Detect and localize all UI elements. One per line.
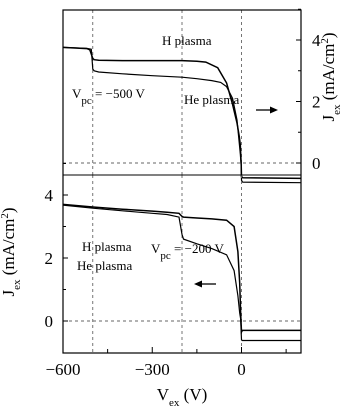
y-tick-label: 4 bbox=[312, 31, 321, 50]
series-line-he-plasma bbox=[62, 46, 302, 184]
series-line-h-plasma bbox=[62, 203, 301, 335]
y-axis-label-text: Jex (mA/cm2) bbox=[319, 32, 343, 121]
y-tick-label: 4 bbox=[45, 186, 54, 205]
top-label-h-plasma: H plasma bbox=[162, 33, 212, 48]
bottom-ticks: 0 2 4 Jex (mA/cm2) bbox=[0, 163, 68, 331]
bottom-vpc-label: Vpc = −200 V bbox=[151, 241, 224, 262]
plot-frame bbox=[62, 9, 302, 354]
top-vpc-label: Vpc = −500 V bbox=[72, 86, 145, 107]
bottom-annotations: H plasma He plasma Vpc = −200 V bbox=[77, 239, 224, 288]
bottom-panel: 0 2 4 Jex (mA/cm2) H plasma He plasma Vpc = −… bbox=[0, 163, 301, 353]
bottom-arrow-head bbox=[194, 280, 202, 288]
y-axis-label: Jex (mA/cm2) bbox=[0, 207, 23, 296]
top-label-he-plasma: He plasma bbox=[184, 92, 239, 107]
x-axis-label: Vex (V) bbox=[157, 385, 208, 408]
x-tick-label: −600 bbox=[45, 360, 80, 379]
x-tick-label: 0 bbox=[237, 360, 246, 379]
series-line-he-plasma bbox=[62, 204, 301, 342]
frame bbox=[62, 9, 302, 354]
bottom-ref-lines bbox=[63, 175, 301, 353]
top-ref-lines bbox=[63, 10, 301, 175]
y-tick-label: 2 bbox=[312, 93, 321, 112]
top-annotations: H plasma He plasma Vpc = −500 V bbox=[72, 33, 278, 114]
bottom-label-he-plasma: He plasma bbox=[77, 258, 132, 273]
y-tick-label: 0 bbox=[312, 154, 321, 173]
x-axis: −600 −300 0 Vex (V) bbox=[45, 347, 287, 408]
bottom-series bbox=[62, 203, 301, 342]
top-series bbox=[62, 46, 302, 184]
y-tick-label: 0 bbox=[45, 312, 54, 331]
bottom-label-h-plasma: H plasma bbox=[82, 239, 132, 254]
x-tick-label: −300 bbox=[135, 360, 170, 379]
y-axis-label-text: Jex (mA/cm2) bbox=[0, 207, 23, 296]
y-axis-label: Jex (mA/cm2) bbox=[319, 32, 343, 121]
top-arrow-head bbox=[270, 106, 278, 114]
y-tick-label: 2 bbox=[45, 249, 54, 268]
